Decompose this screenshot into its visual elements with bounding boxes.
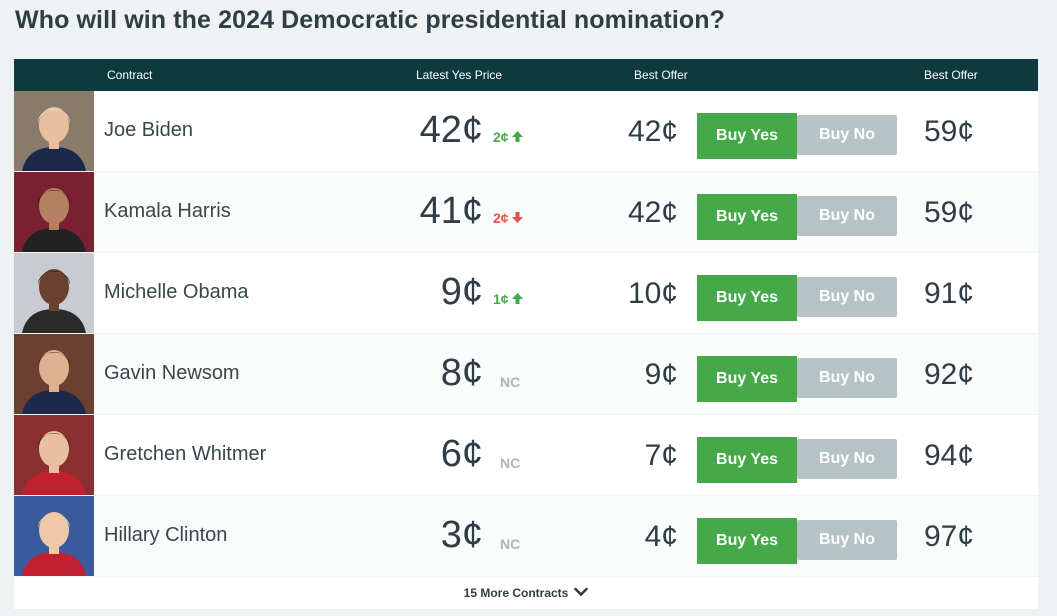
buy-yes-button[interactable]: Buy Yes: [697, 113, 797, 159]
best-offer-no: 59¢: [924, 196, 975, 229]
arrow-up-icon: [511, 129, 523, 145]
latest-yes-price: 6¢: [440, 433, 483, 475]
page-title: Who will win the 2024 Democratic preside…: [15, 6, 725, 34]
latest-yes-price: 41¢: [419, 190, 483, 232]
best-offer-no: 94¢: [924, 439, 975, 472]
candidate-photo: [14, 91, 94, 171]
chevron-down-icon: [574, 586, 589, 600]
price-change-value: 1¢: [493, 291, 509, 307]
candidate-name[interactable]: Michelle Obama: [104, 281, 249, 303]
more-contracts-button[interactable]: 15 More Contracts: [14, 577, 1038, 609]
table-row: Gavin Newsom 8¢ NC 9¢ Buy Yes Buy No 92¢: [14, 334, 1038, 415]
buy-no-button[interactable]: Buy No: [797, 277, 897, 317]
header-best-offer-yes: Best Offer: [634, 68, 688, 82]
candidate-name[interactable]: Gretchen Whitmer: [104, 443, 267, 465]
table-header: Contract Latest Yes Price Best Offer Bes…: [14, 59, 1038, 91]
price-change: 2¢: [493, 129, 523, 145]
table-body: Joe Biden 42¢ 2¢ 42¢ Buy Yes Buy No 59¢ …: [14, 91, 1038, 577]
price-change: 1¢: [493, 291, 523, 307]
candidate-photo: [14, 415, 94, 495]
buy-no-button[interactable]: Buy No: [797, 439, 897, 479]
best-offer-no: 91¢: [924, 277, 975, 310]
best-offer-yes: 10¢: [627, 277, 678, 310]
candidate-photo: [14, 172, 94, 252]
contracts-table: Contract Latest Yes Price Best Offer Bes…: [14, 59, 1038, 609]
best-offer-no: 59¢: [924, 115, 975, 148]
buy-yes-button[interactable]: Buy Yes: [697, 437, 797, 483]
buy-no-button[interactable]: Buy No: [797, 196, 897, 236]
latest-yes-price: 9¢: [440, 271, 483, 313]
best-offer-yes: 42¢: [627, 115, 678, 148]
price-change: NC: [500, 536, 521, 552]
candidate-photo: [14, 334, 94, 414]
buy-no-button[interactable]: Buy No: [797, 520, 897, 560]
latest-yes-price: 8¢: [440, 352, 483, 394]
best-offer-no: 92¢: [924, 358, 975, 391]
buy-yes-button[interactable]: Buy Yes: [697, 356, 797, 402]
table-row: Michelle Obama 9¢ 1¢ 10¢ Buy Yes Buy No …: [14, 253, 1038, 334]
best-offer-no: 97¢: [924, 520, 975, 553]
price-change: NC: [500, 455, 521, 471]
header-best-offer-no: Best Offer: [924, 68, 978, 82]
header-latest-yes-price: Latest Yes Price: [416, 68, 503, 82]
table-row: Hillary Clinton 3¢ NC 4¢ Buy Yes Buy No …: [14, 496, 1038, 577]
price-change: 2¢: [493, 210, 523, 226]
candidate-name[interactable]: Joe Biden: [104, 119, 193, 141]
arrow-down-icon: [511, 210, 523, 226]
more-contracts-label: 15 More Contracts: [463, 586, 569, 600]
candidate-photo: [14, 496, 94, 576]
candidate-name[interactable]: Kamala Harris: [104, 200, 231, 222]
price-change-value: 2¢: [493, 129, 509, 145]
candidate-name[interactable]: Gavin Newsom: [104, 362, 240, 384]
buy-yes-button[interactable]: Buy Yes: [697, 194, 797, 240]
table-row: Gretchen Whitmer 6¢ NC 7¢ Buy Yes Buy No…: [14, 415, 1038, 496]
header-contract: Contract: [107, 68, 153, 82]
buy-yes-button[interactable]: Buy Yes: [697, 518, 797, 564]
best-offer-yes: 9¢: [644, 358, 678, 391]
latest-yes-price: 3¢: [440, 514, 483, 556]
buy-yes-button[interactable]: Buy Yes: [697, 275, 797, 321]
latest-yes-price: 42¢: [419, 109, 483, 151]
arrow-up-icon: [511, 291, 523, 307]
table-row: Joe Biden 42¢ 2¢ 42¢ Buy Yes Buy No 59¢: [14, 91, 1038, 172]
best-offer-yes: 7¢: [644, 439, 678, 472]
price-change: NC: [500, 374, 521, 390]
table-row: Kamala Harris 41¢ 2¢ 42¢ Buy Yes Buy No …: [14, 172, 1038, 253]
candidate-name[interactable]: Hillary Clinton: [104, 524, 228, 546]
candidate-photo: [14, 253, 94, 333]
buy-no-button[interactable]: Buy No: [797, 358, 897, 398]
price-change-value: 2¢: [493, 210, 509, 226]
best-offer-yes: 4¢: [644, 520, 678, 553]
best-offer-yes: 42¢: [627, 196, 678, 229]
buy-no-button[interactable]: Buy No: [797, 115, 897, 155]
